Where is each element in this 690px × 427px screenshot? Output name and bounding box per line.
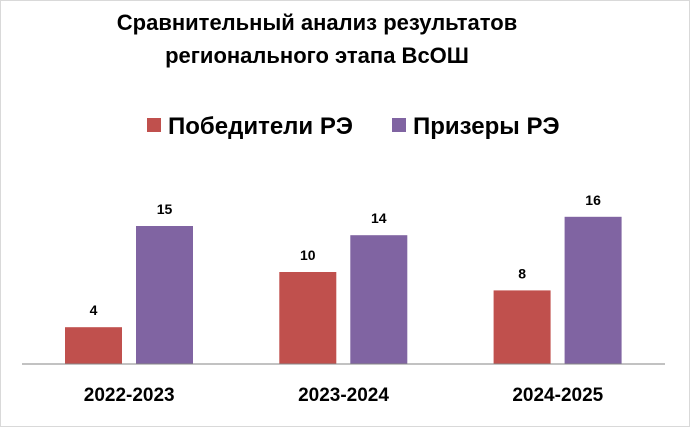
legend-label-prizewinners: Призеры РЭ [413, 113, 560, 140]
legend: Победители РЭ Призеры РЭ [147, 113, 560, 140]
legend-swatch-prizewinners [392, 118, 406, 132]
bar-winners-2024-2025 [493, 290, 551, 364]
bar-winners-2022-2023 [65, 327, 122, 364]
plot-area: 4 15 10 14 8 16 [65, 192, 622, 364]
data-label-prizewinners-2022-2023: 15 [157, 201, 173, 217]
category-axis-labels: 2022-2023 2023-2024 2024-2025 [84, 385, 604, 406]
category-label-2022-2023: 2022-2023 [84, 385, 175, 406]
bar-prizewinners-2023-2024 [350, 235, 408, 364]
chart-title-line-1: Сравнительный анализ результатов [117, 10, 517, 35]
bar-prizewinners-2024-2025 [564, 216, 622, 364]
chart-title-line-2: регионального этапа ВсОШ [165, 43, 469, 68]
data-label-prizewinners-2024-2025: 16 [585, 192, 601, 208]
legend-swatch-winners [147, 118, 161, 132]
data-label-prizewinners-2023-2024: 14 [371, 210, 387, 226]
data-label-winners-2023-2024: 10 [300, 247, 316, 263]
legend-label-winners: Победители РЭ [168, 113, 353, 140]
data-label-winners-2022-2023: 4 [90, 302, 98, 318]
category-label-2023-2024: 2023-2024 [298, 385, 389, 406]
bar-prizewinners-2022-2023 [136, 226, 193, 364]
data-label-winners-2024-2025: 8 [518, 265, 526, 281]
category-label-2024-2025: 2024-2025 [512, 385, 603, 406]
bar-winners-2023-2024 [279, 272, 337, 364]
